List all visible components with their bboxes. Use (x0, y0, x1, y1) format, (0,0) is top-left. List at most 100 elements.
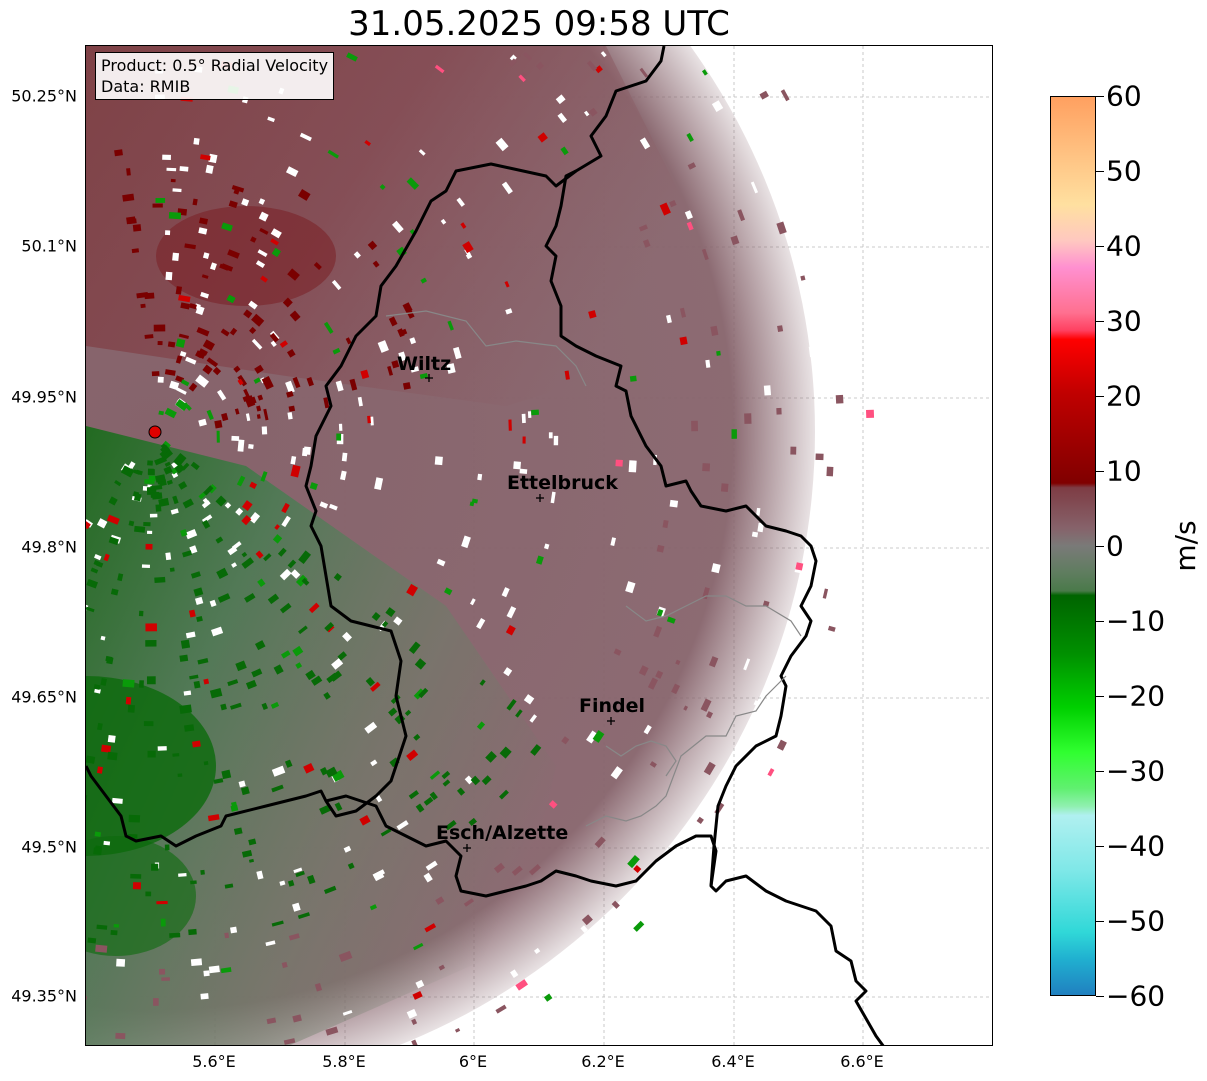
radar-echo-speckle (826, 466, 834, 477)
radar-echo-speckle (684, 210, 693, 220)
lat-tick-label: 49.8°N (21, 537, 77, 557)
radar-echo-speckle (165, 271, 173, 281)
radar-echo-speckle (345, 337, 352, 345)
radar-echo-speckle (256, 414, 261, 419)
radar-echo-speckle (323, 691, 331, 700)
radar-echo-speckle (588, 310, 597, 319)
radar-echo-speckle (134, 525, 146, 533)
radar-echo-speckle (301, 577, 310, 586)
radar-echo-speckle (381, 620, 389, 628)
radar-echo-speckle (335, 380, 344, 392)
radar-echo-speckle (90, 567, 99, 574)
radar-echo-speckle (434, 456, 443, 466)
radar-echo-speckle (267, 116, 275, 123)
radar-echo-speckle (420, 277, 427, 284)
radar-echo-speckle (292, 376, 301, 389)
radar-echo-speckle (341, 452, 348, 462)
radar-echo-speckle (287, 559, 297, 569)
lat-tick-label: 49.35°N (11, 986, 77, 1006)
radar-echo-speckle (245, 413, 251, 422)
colorbar-tick-label: −30 (1106, 754, 1166, 788)
radar-echo-speckle (243, 309, 253, 319)
radar-echo-speckle (388, 707, 398, 717)
radar-echo-speckle (424, 923, 437, 933)
city-marker-esch-alzette (463, 844, 471, 852)
radar-echo-speckle (143, 521, 151, 527)
radar-echo-speckle (128, 814, 141, 823)
radar-echo-speckle (257, 249, 268, 258)
radar-echo-speckle (346, 52, 358, 62)
radar-echo-speckle (711, 563, 721, 574)
radar-echo-speckle (659, 202, 671, 216)
radar-echo-speckle (203, 761, 209, 766)
radar-echo-speckle (281, 515, 291, 528)
radar-echo-speckle (261, 426, 268, 435)
radar-echo-speckle (200, 154, 211, 161)
radar-echo-speckle (216, 567, 229, 580)
radar-echo-speckle (548, 432, 553, 439)
radar-echo-speckle (501, 181, 513, 195)
radar-echo-speckle (625, 581, 636, 594)
radar-echo-speckle (338, 950, 353, 963)
radar-echo-speckle (404, 709, 412, 717)
radar-echo-speckle (600, 51, 607, 58)
radar-echo-speckle (208, 965, 220, 974)
radar-echo-speckle (655, 670, 664, 679)
radar-echo-speckle (468, 817, 478, 827)
radar-echo-speckle (106, 514, 120, 525)
radar-echo-speckle (94, 553, 102, 561)
radar-echo-speckle (338, 423, 343, 431)
radar-echo-speckle (108, 496, 118, 506)
radar-echo-speckle (193, 587, 204, 597)
radar-echo-speckle (776, 221, 787, 235)
radar-echo-speckle (259, 227, 269, 235)
radar-echo-speckle (273, 664, 284, 675)
radar-echo-speckle (201, 274, 209, 279)
radar-echo-speckle (464, 775, 474, 785)
radar-echo-speckle (163, 465, 173, 475)
radar-echo-speckle (202, 364, 213, 375)
radar-echo-speckle (227, 679, 239, 687)
radar-echo-speckle (393, 616, 403, 626)
radar-echo-speckle (639, 137, 651, 150)
radar-echo-speckle (270, 340, 277, 348)
radar-echo-speckle (364, 721, 378, 734)
radar-echo-speckle (666, 314, 672, 324)
radar-echo-speckle (169, 932, 181, 938)
radar-echo-speckle (224, 883, 234, 889)
radar-echo-speckle (531, 409, 539, 416)
radar-echo-speckle (633, 920, 645, 932)
product-info-box: Product: 0.5° Radial Velocity Data: RMIB (95, 52, 335, 100)
radar-echo-speckle (244, 592, 256, 603)
radar-echo-speckle (347, 862, 355, 870)
radar-echo-speckle (279, 880, 286, 886)
radar-echo-speckle (288, 405, 296, 412)
radar-echo-speckle (523, 694, 535, 705)
radar-echo-speckle (675, 659, 681, 666)
radar-echo-speckle (167, 341, 176, 348)
radar-echo-speckle (790, 446, 797, 455)
radar-echo-speckle (233, 365, 241, 373)
radar-echo-speckle (256, 405, 262, 412)
colorbar-tick-mark (1096, 96, 1104, 97)
radar-echo-speckle (114, 479, 122, 487)
radar-echo-speckle (286, 348, 296, 358)
radar-echo-speckle (227, 249, 240, 259)
radar-echo-speckle (271, 784, 284, 793)
colorbar-tick-mark (1096, 246, 1104, 247)
colorbar-tick-label: −60 (1106, 979, 1166, 1013)
radar-map[interactable]: Wiltz Ettelbruck Findel Esch/Alzette (85, 45, 993, 1046)
radar-echo-speckle (209, 688, 223, 699)
radar-echo-speckle (249, 326, 257, 335)
radar-echo-speckle (353, 251, 361, 259)
radar-echo-speckle (423, 872, 433, 883)
city-label-findel: Findel (579, 695, 645, 717)
radar-echo-speckle (141, 564, 151, 568)
radar-echo-speckle (255, 260, 266, 269)
radar-echo-speckle (237, 374, 248, 387)
radar-echo-speckle (372, 869, 386, 879)
radar-echo-speckle (185, 356, 197, 365)
radar-echo-speckle (528, 864, 541, 876)
radar-echo-speckle (298, 188, 311, 201)
radar-echo-speckle (203, 970, 210, 977)
